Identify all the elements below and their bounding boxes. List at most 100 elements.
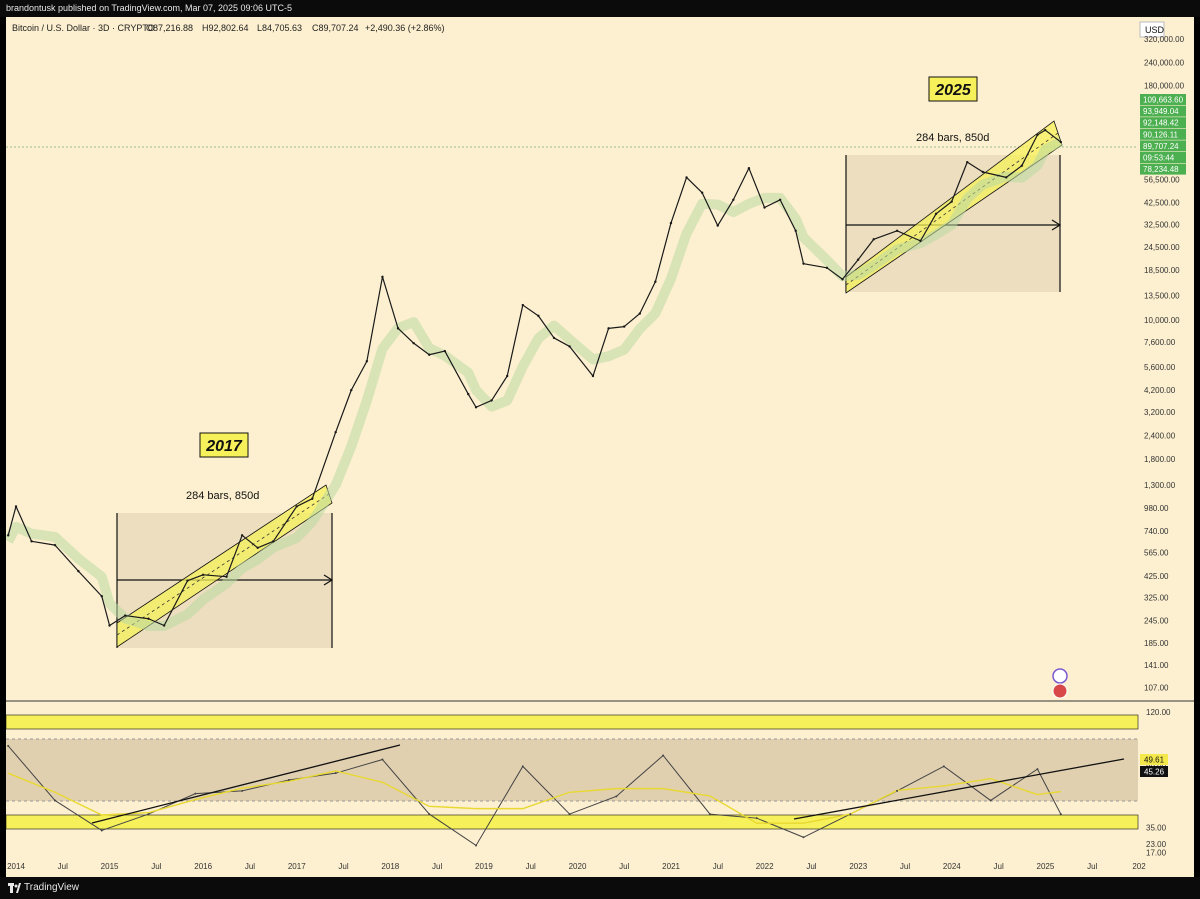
price-point (334, 430, 337, 434)
price-point (607, 327, 610, 330)
price-point (950, 200, 953, 203)
price-point (225, 575, 228, 578)
time-tick-label: 2021 (662, 862, 680, 871)
price-tag-label: 93,949.04 (1143, 107, 1179, 116)
rsi-trendline-2022 (793, 758, 1125, 820)
time-axis[interactable]: 2014 Jul 2015 Jul 2016 Jul 2017 Jul 2018 Jul 2019 J… (7, 862, 1146, 871)
time-tick-label: Jul (526, 862, 536, 871)
price-point (638, 312, 641, 315)
price-tag-label: 09:53:44 (1143, 154, 1175, 163)
range-2025-arrowhead (1051, 219, 1062, 231)
price-tick-label: 325.00 (1144, 593, 1169, 602)
price-point (825, 266, 829, 270)
price-tick-label: 7,600.00 (1144, 338, 1176, 347)
ohlc-high: H92,802.64 (202, 23, 249, 33)
price-point (162, 624, 166, 627)
price-tag-label: 92,148.42 (1143, 119, 1179, 128)
price-point (895, 229, 899, 233)
price-point (856, 258, 860, 261)
price-tag-label: 90,126.11 (1143, 130, 1179, 139)
rsi-tags: 49.61 45.26 (1140, 754, 1168, 777)
price-tag-bg (1140, 152, 1186, 163)
rsi-point (896, 789, 899, 792)
refresh-icon[interactable] (1052, 668, 1068, 684)
time-tick-label: Jul (151, 862, 161, 871)
price-point (568, 345, 571, 348)
rsi-oversold-band (5, 814, 1139, 830)
rsi-point (100, 829, 103, 832)
time-tick-label: Jul (713, 862, 723, 871)
price-point (100, 595, 103, 598)
price-tick-label: 5,600.00 (1144, 363, 1176, 372)
rsi-point (1059, 813, 1062, 816)
time-tick-label: 2014 (7, 862, 25, 871)
rsi-tag-label: 49.61 (1144, 756, 1165, 765)
rsi-point (428, 813, 431, 816)
price-tag-bg (1140, 105, 1186, 117)
rsi-point (147, 813, 150, 816)
price-tick-label: 4,200.00 (1144, 386, 1176, 395)
rsi-point (662, 754, 665, 757)
rsi-point (334, 772, 337, 775)
rsi-point (615, 795, 618, 798)
time-tick-label: 2019 (475, 862, 493, 871)
price-tick-label: 425.00 (1144, 572, 1169, 581)
price-point (7, 534, 10, 537)
price-point (443, 349, 447, 353)
label-2025-box (928, 76, 978, 102)
chart-area[interactable]: Bitcoin / U.S. Dollar · 3D · CRYPTO O87,… (3, 17, 1194, 877)
price-point (700, 191, 704, 194)
rsi-point (708, 813, 711, 816)
time-tick-label: Jul (900, 862, 910, 871)
channel-2017 (116, 484, 333, 648)
price-tags: 109,663.60 93,949.04 92,148.42 90,126.11 89,… (1140, 94, 1186, 175)
price-tick-label: 185.00 (1144, 639, 1169, 648)
price-tick-label: 18,500.00 (1144, 266, 1180, 275)
rsi-tick-label: 35.00 (1146, 824, 1167, 833)
price-axis[interactable]: 320,000.00 240,000.00 180,000.00 56,500.00 4… (1144, 35, 1185, 693)
ohlc-open: O87,216.88 (146, 23, 193, 33)
price-point (966, 160, 969, 164)
moving-average-band (3, 137, 1064, 631)
price-point (506, 374, 509, 378)
rsi-overbought-band (5, 714, 1139, 730)
time-tick-label: Jul (619, 862, 629, 871)
price-point (350, 388, 353, 392)
price-point (1020, 164, 1024, 167)
price-point (591, 374, 595, 378)
price-point (295, 505, 298, 508)
tradingview-brand: TradingView (24, 882, 80, 893)
price-tick-label: 10,000.00 (1144, 316, 1180, 325)
rsi-point (475, 844, 478, 847)
price-point (381, 275, 384, 279)
price-point (802, 262, 805, 265)
rsi-point (381, 758, 384, 761)
price-tag-label: 78,234.48 (1143, 165, 1179, 174)
price-point (147, 617, 150, 620)
price-point (919, 239, 922, 243)
price-point (552, 336, 556, 340)
price-tick-label: 141.00 (1144, 661, 1169, 670)
price-tick-label: 565.00 (1144, 549, 1169, 558)
price-tag-bg (1140, 94, 1186, 105)
price-point (365, 360, 369, 363)
price-tick-label: 13,500.00 (1144, 292, 1180, 301)
rsi-point (942, 765, 945, 768)
price-point (1005, 176, 1008, 179)
time-tick-label: 2017 (288, 862, 306, 871)
price-point (256, 546, 259, 550)
ohlc-change: +2,490.36 (+2.86%) (365, 23, 445, 33)
time-tick-label: 202 (1132, 862, 1146, 871)
price-tick-label: 24,500.00 (1144, 243, 1180, 252)
price-point (272, 540, 275, 543)
time-tick-label: Jul (432, 862, 442, 871)
price-chart-svg[interactable]: Bitcoin / U.S. Dollar · 3D · CRYPTO O87,… (3, 17, 1194, 877)
time-tick-label: Jul (1087, 862, 1097, 871)
price-point (240, 534, 244, 537)
flag-icon[interactable] (1052, 683, 1068, 699)
rsi-tag-label: 45.26 (1144, 768, 1165, 777)
price-tick-label: 740.00 (1144, 527, 1169, 536)
price-point (872, 238, 875, 241)
price-point (490, 399, 493, 402)
currency-box[interactable] (1139, 21, 1165, 38)
